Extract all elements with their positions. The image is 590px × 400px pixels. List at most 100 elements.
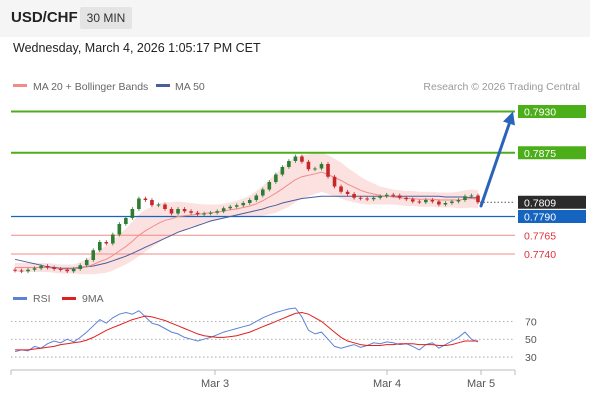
candle-body — [104, 242, 109, 244]
resistance-label-0.7875: 0.7875 — [524, 148, 556, 160]
candle-body — [247, 200, 252, 203]
candle-body — [78, 265, 83, 269]
candle-body — [365, 198, 369, 200]
candle-body — [84, 260, 89, 266]
candle-body — [234, 205, 239, 207]
candle-body — [450, 201, 454, 203]
candle-body — [404, 197, 409, 200]
candle-body — [384, 194, 389, 197]
candle-body — [13, 269, 17, 271]
rsi-panel: 70 50 30 — [11, 307, 537, 364]
candle-body — [189, 211, 193, 213]
candle-body — [397, 195, 402, 198]
candle-body — [65, 269, 69, 272]
x-tick-label-Mar 4: Mar 4 — [373, 378, 401, 390]
candle-body — [71, 269, 76, 272]
ma20-line — [15, 171, 479, 270]
candle-body — [378, 196, 382, 198]
candle-body — [469, 195, 474, 197]
candle-body — [228, 206, 232, 209]
candle-body — [293, 156, 298, 161]
candle-body — [45, 266, 50, 268]
candle-body — [417, 201, 422, 203]
candle-body — [97, 242, 102, 251]
ma50-legend-label: MA 50 — [175, 81, 205, 93]
current-price-label: 0.7809 — [524, 197, 556, 209]
candle-body — [254, 195, 259, 200]
candle-body — [319, 164, 324, 169]
rsi-legend-swatch — [13, 297, 27, 300]
candle-body — [130, 209, 135, 218]
candle-body — [137, 198, 141, 209]
x-axis: Mar 3 Mar 4 Mar 5 — [201, 370, 495, 390]
candle-body — [437, 201, 441, 205]
support-label-0.7740: 0.7740 — [524, 249, 556, 261]
candle-body — [58, 269, 63, 270]
research-credit: Research © 2026 Trading Central — [423, 81, 580, 93]
candle-body — [463, 196, 467, 200]
candle-body — [456, 200, 461, 202]
candle-body — [215, 211, 219, 213]
rsi-ma-legend-swatch — [62, 297, 76, 300]
candle-body — [358, 197, 363, 199]
support-label-0.7765: 0.7765 — [524, 230, 556, 242]
candle-body — [306, 161, 311, 170]
chart-header: USD/CHF 30 MIN — [0, 0, 590, 37]
resistance-tag-0.7930 — [518, 105, 586, 118]
candle-body — [156, 204, 161, 206]
ma50-legend-swatch — [156, 84, 170, 87]
candle-body — [410, 199, 415, 202]
x-tick-label-Mar 5: Mar 5 — [467, 378, 495, 390]
rsi-ma-line — [15, 311, 478, 351]
candle-body — [241, 203, 246, 206]
current-price-tag — [518, 195, 586, 209]
price-panel: 0.7930 0.7875 0.7809 0.7790 0.7765 0.7740 — [11, 105, 586, 275]
candle-body — [313, 168, 317, 170]
candle-body — [443, 203, 448, 205]
candle-body — [391, 194, 396, 196]
candle-body — [143, 198, 148, 200]
candle-body — [371, 197, 376, 200]
x-tick-label-Mar 3: Mar 3 — [201, 378, 229, 390]
rsi-legend-label: RSI — [33, 293, 51, 305]
candle-body — [202, 213, 206, 215]
rsi-line — [14, 307, 479, 353]
rsi-tick-label-70: 70 — [525, 316, 537, 328]
candle-body — [267, 182, 272, 190]
candle-body — [208, 212, 213, 214]
resistance-tag-0.7875 — [518, 146, 586, 160]
candle-body — [261, 189, 265, 196]
candle-body — [287, 161, 291, 167]
candle-body — [182, 209, 187, 212]
candle-body — [117, 224, 122, 235]
candle-body — [300, 156, 304, 162]
candle-body — [150, 200, 154, 206]
candle-body — [326, 164, 330, 177]
candle-body — [19, 270, 24, 272]
candle-body — [476, 195, 480, 203]
candle-body — [91, 250, 96, 260]
timeframe-button[interactable]: 30 MIN — [80, 7, 132, 29]
rsi-tick-label-30: 30 — [525, 352, 537, 364]
candle-body — [332, 176, 337, 187]
candle-body — [124, 218, 128, 224]
candle-body — [274, 174, 278, 182]
candle-body — [339, 186, 343, 192]
ma20-legend-swatch — [13, 84, 27, 87]
projection-arrow-head — [503, 111, 515, 126]
candle-body — [169, 209, 174, 214]
candle-body — [352, 194, 356, 198]
candle-body — [163, 204, 167, 209]
candle-body — [424, 200, 428, 203]
pivot-tag-0.7790 — [518, 210, 586, 223]
candle-body — [195, 212, 200, 215]
candle-body — [345, 191, 350, 194]
resistance-label-0.7930: 0.7930 — [524, 107, 556, 119]
bollinger-band — [15, 152, 478, 275]
chart-datetime: Wednesday, March 4, 2026 1:05:17 PM CET — [13, 41, 261, 55]
candle-body — [111, 234, 115, 244]
symbol-title: USD/CHF — [11, 9, 78, 26]
candle-body — [39, 266, 43, 269]
rsi-tick-label-50: 50 — [525, 334, 537, 346]
